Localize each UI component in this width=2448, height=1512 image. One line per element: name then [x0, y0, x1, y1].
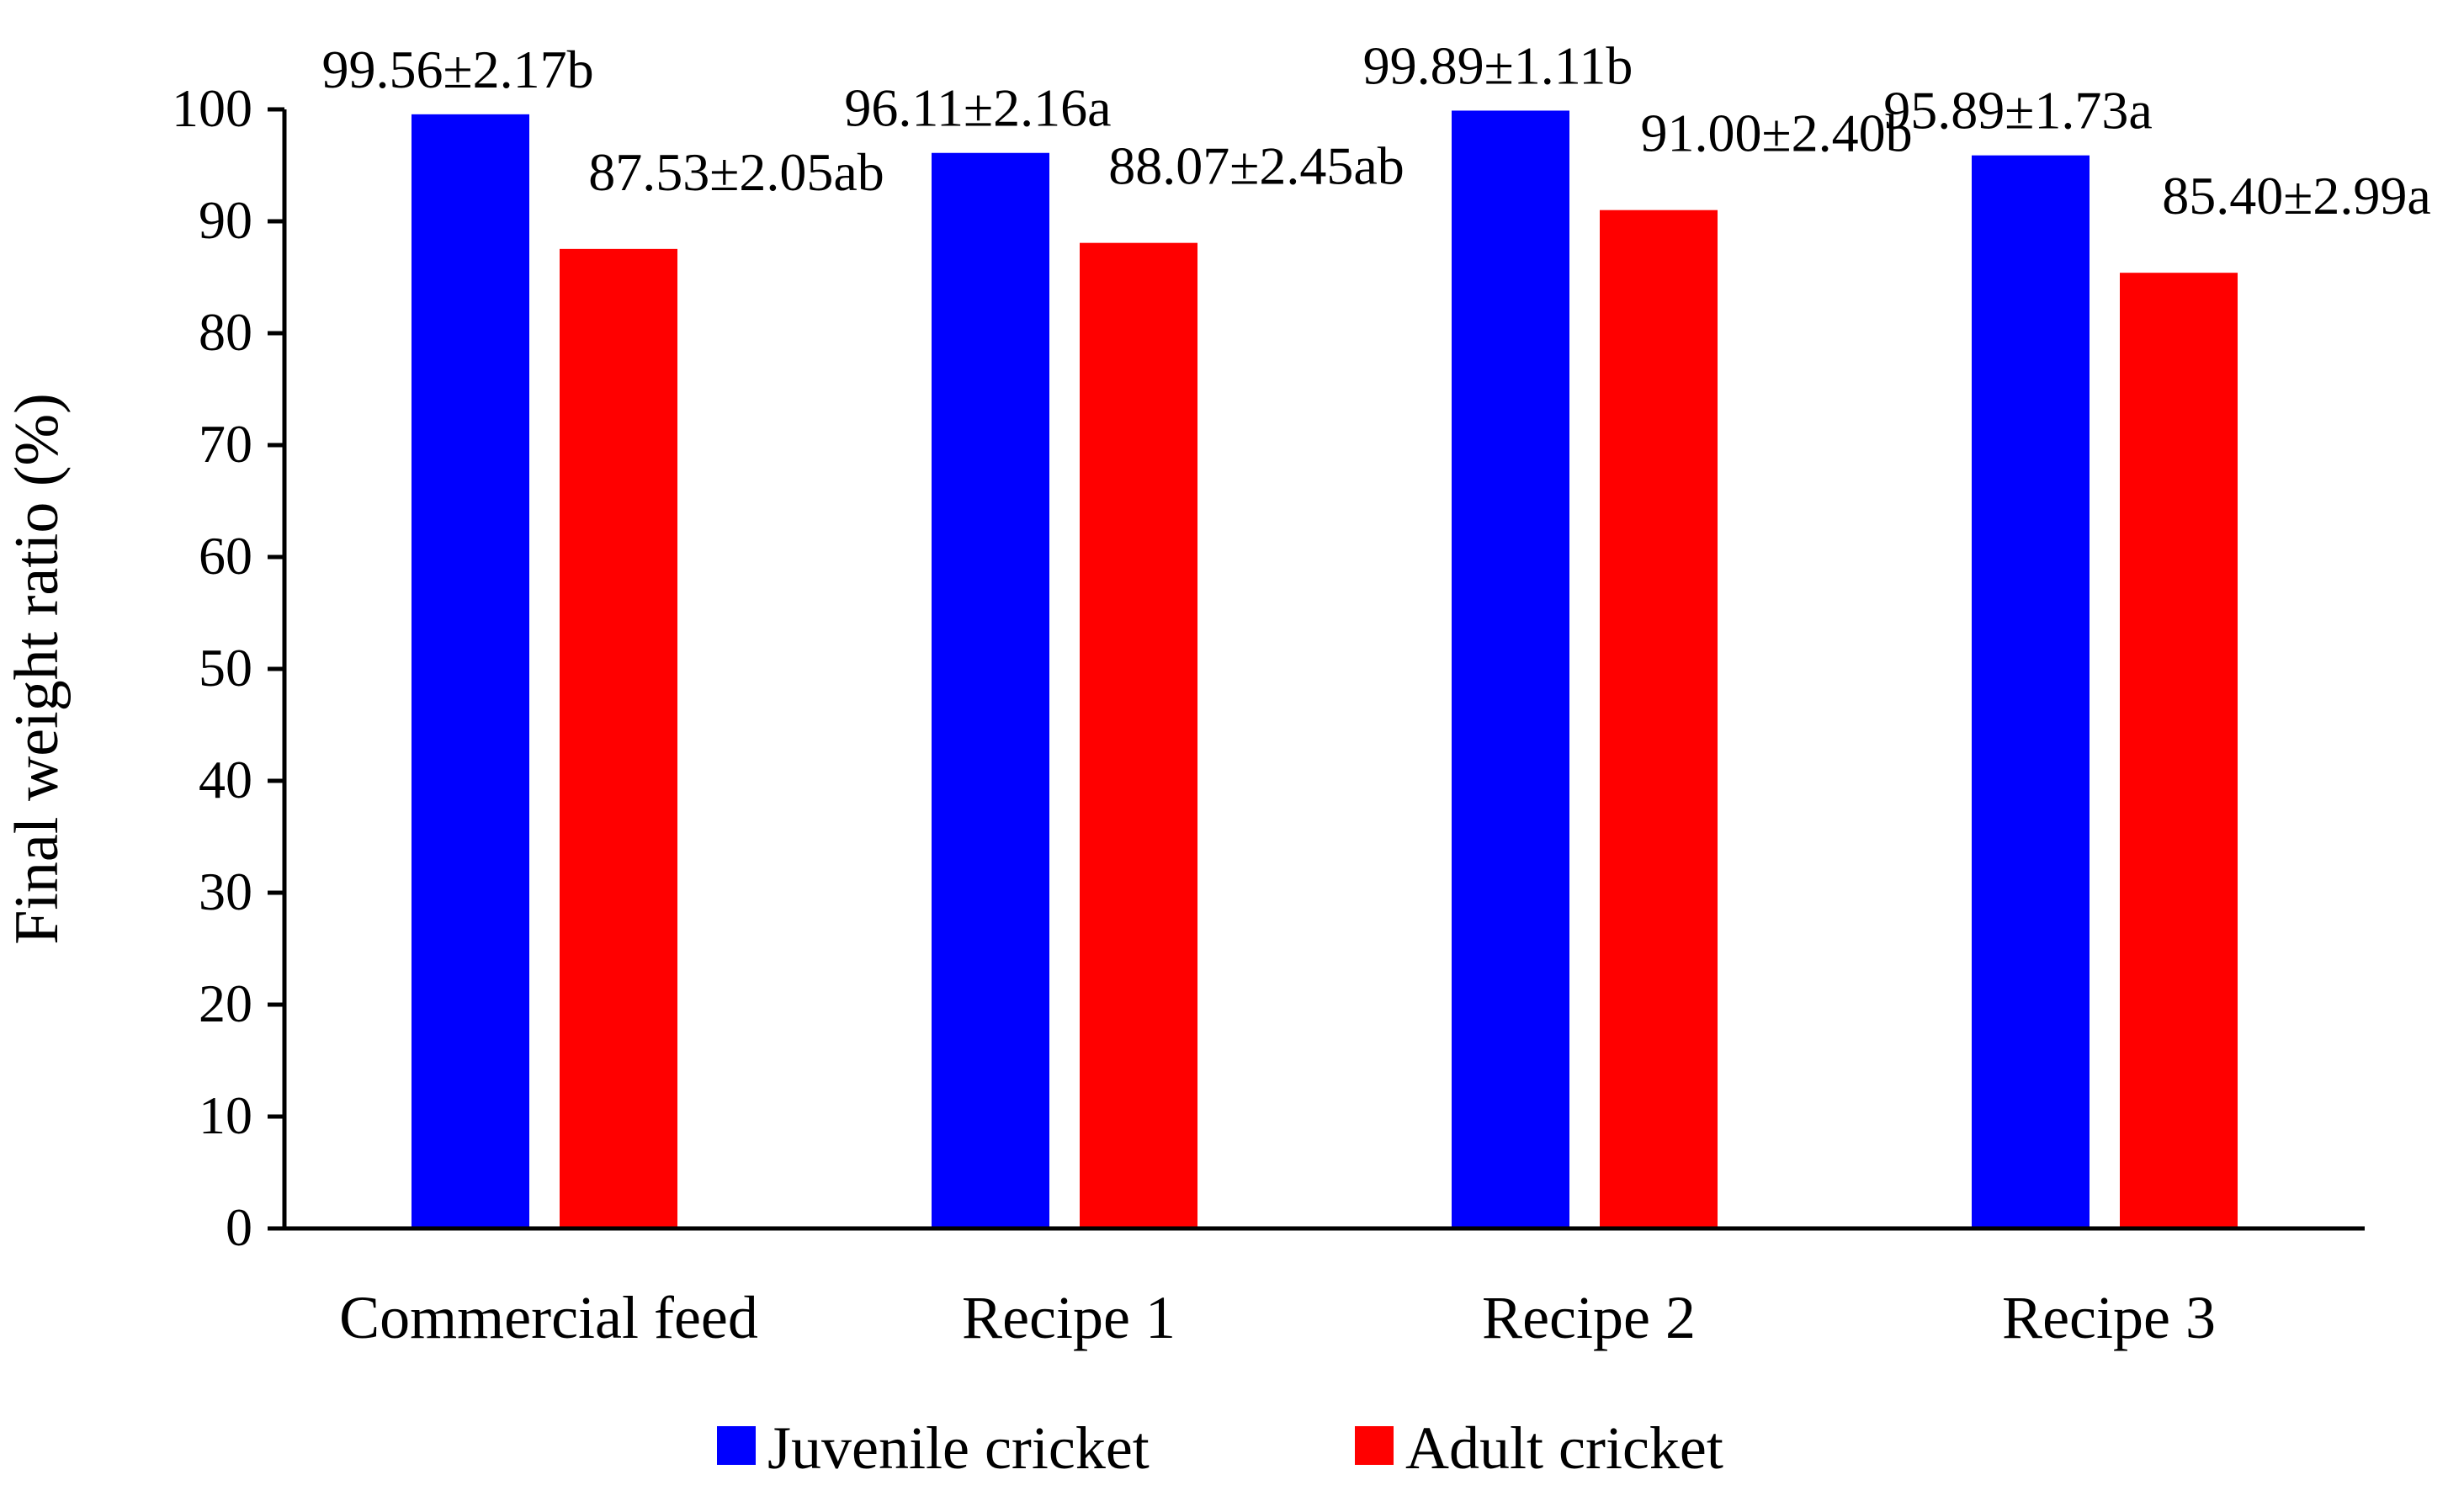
- x-axis-categories: Commercial feed Recipe 1 Recipe 2 Recipe 3: [339, 1284, 2216, 1351]
- x-category-label: Recipe 1: [962, 1284, 1176, 1351]
- y-tick-label: 30: [199, 862, 252, 921]
- bar-adult-2: [1080, 242, 1197, 1229]
- y-tick-label: 70: [199, 414, 252, 474]
- data-label-juvenile-1: 99.56±2.17b: [321, 40, 593, 99]
- x-category-label: Recipe 2: [1482, 1284, 1696, 1351]
- data-label-adult-1: 87.53±2.05ab: [588, 142, 884, 202]
- bar-juvenile-1: [412, 114, 529, 1228]
- bars: [412, 110, 2238, 1229]
- legend-swatch-juvenile: [717, 1426, 756, 1465]
- bar-juvenile-2: [932, 152, 1049, 1228]
- y-tick-label: 100: [172, 78, 252, 138]
- data-label-juvenile-3: 99.89±1.11b: [1363, 35, 1633, 95]
- legend-swatch-adult: [1355, 1426, 1394, 1465]
- bar-juvenile-4: [1972, 155, 2090, 1229]
- y-tick-label: 0: [226, 1197, 252, 1257]
- y-tick-label: 20: [199, 974, 252, 1033]
- data-label-juvenile-4: 95.89±1.73a: [1883, 81, 2153, 141]
- y-tick-label: 90: [199, 190, 252, 250]
- y-tick-label: 80: [199, 302, 252, 362]
- legend-label-juvenile: Juvenile cricket: [767, 1414, 1150, 1482]
- y-tick-label: 60: [199, 526, 252, 586]
- y-axis-title-group: Final weight ratio (%): [3, 393, 72, 945]
- data-label-adult-3: 91.00±2.40b: [1640, 103, 1912, 163]
- data-label-adult-4: 85.40±2.99a: [2162, 166, 2431, 225]
- bar-juvenile-3: [1452, 110, 1569, 1228]
- data-label-juvenile-2: 96.11±2.16a: [844, 78, 1111, 138]
- data-labels: 99.56±2.17b 87.53±2.05ab96.11±2.16a88.07±…: [321, 35, 2430, 225]
- bar-adult-4: [2120, 273, 2238, 1229]
- y-tick-label: 40: [199, 750, 252, 809]
- bar-adult-1: [560, 248, 677, 1228]
- legend: Juvenile cricket Adult cricket: [717, 1414, 1723, 1482]
- x-category-label: Recipe 3: [2002, 1284, 2216, 1351]
- axes: [268, 109, 2365, 1231]
- y-axis-ticks: 0 10 20 30 40 50 60 70 80 90 100: [172, 78, 284, 1257]
- y-tick-label: 10: [199, 1085, 252, 1145]
- legend-label-adult: Adult cricket: [1405, 1414, 1723, 1482]
- data-label-adult-2: 88.07±2.45ab: [1108, 136, 1405, 196]
- x-category-label: Commercial feed: [339, 1284, 758, 1351]
- y-tick-label: 50: [199, 638, 252, 698]
- y-axis-title: Final weight ratio (%): [3, 393, 72, 945]
- bar-adult-3: [1600, 210, 1718, 1229]
